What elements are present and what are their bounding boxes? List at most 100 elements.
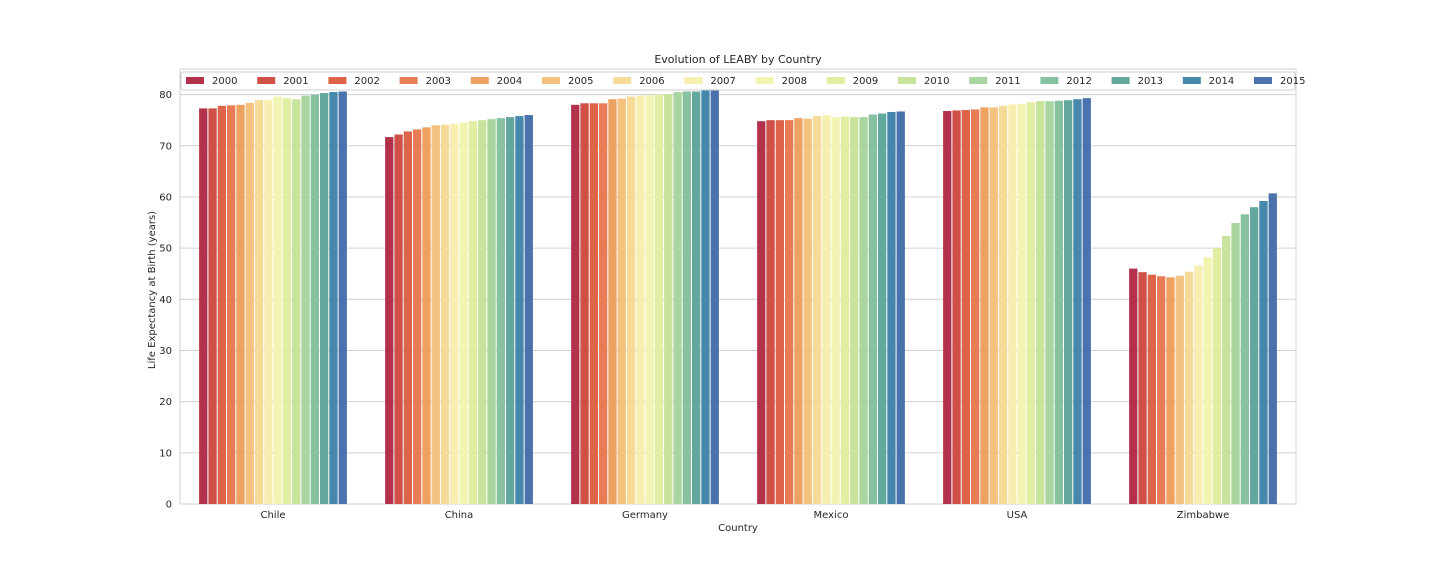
bar [506, 117, 515, 504]
bar [710, 89, 719, 505]
y-tick-label: 30 [159, 346, 172, 357]
bar [1073, 99, 1082, 504]
bar [1259, 201, 1268, 505]
legend-swatch [1182, 77, 1201, 84]
bar [636, 95, 645, 505]
bar [701, 89, 710, 505]
bar [1157, 276, 1166, 504]
bar [840, 116, 850, 504]
bar [998, 105, 1008, 505]
legend-label: 2007 [710, 76, 735, 87]
y-tick-label: 50 [159, 244, 172, 255]
bar [1017, 103, 1026, 505]
bar [850, 117, 859, 504]
bar [878, 113, 887, 504]
x-tick-label: Mexico [814, 510, 849, 521]
bar [329, 92, 338, 504]
y-axis-label: Life Expectancy at Birth (years) [147, 211, 158, 369]
bar [775, 120, 784, 505]
bar [1008, 104, 1017, 504]
bar [338, 91, 347, 505]
x-tick-label: China [445, 510, 474, 521]
legend-swatch [1254, 77, 1272, 84]
bar [385, 137, 394, 505]
y-tick-label: 70 [159, 141, 172, 152]
bar [320, 93, 329, 504]
y-tick-label: 40 [159, 295, 172, 306]
bar [1147, 274, 1156, 504]
bar [310, 94, 319, 505]
legend-swatch [755, 77, 774, 84]
bar [859, 117, 868, 504]
legend-swatch [257, 77, 276, 84]
bar [1082, 98, 1091, 504]
legend-label: 2009 [853, 76, 878, 87]
bar [217, 105, 226, 505]
bar [617, 98, 626, 505]
bar [264, 100, 273, 504]
x-axis-label: Country [718, 523, 758, 534]
bar [422, 127, 431, 504]
grid-lines [180, 94, 1296, 505]
bar [1166, 277, 1175, 504]
bar [1184, 271, 1194, 504]
bar [292, 99, 301, 504]
bar [868, 114, 877, 504]
bar [1129, 268, 1138, 504]
x-tick-label: Zimbabwe [1177, 510, 1230, 521]
bar [1026, 102, 1036, 504]
legend-swatch [470, 77, 489, 84]
y-tick-label: 60 [159, 192, 172, 203]
bar [571, 104, 580, 504]
bar [468, 121, 478, 504]
legend-swatch [613, 77, 632, 84]
bar [673, 92, 682, 504]
chart-title: Evolution of LEABY by Country [654, 53, 822, 66]
bar [1212, 248, 1222, 504]
bars [199, 89, 1277, 505]
bar [971, 109, 980, 504]
bar [403, 131, 412, 504]
bar [282, 98, 292, 504]
y-tick-label: 10 [159, 448, 172, 459]
bar [887, 111, 896, 505]
bar [245, 102, 254, 504]
bar [1175, 275, 1184, 504]
legend-label: 2012 [1066, 76, 1091, 87]
legend-swatch [399, 77, 418, 84]
legend-swatch [1111, 77, 1130, 84]
legend-swatch [328, 77, 347, 84]
legend: 2000 2001 2002 2003 2004 2005 2006 2007 2008 2009… [180, 71, 1305, 91]
legend-swatch [1040, 77, 1059, 84]
bar [626, 96, 636, 505]
legend-label: 2003 [426, 76, 451, 87]
legend-label: 2008 [782, 76, 807, 87]
legend-label: 2005 [568, 76, 593, 87]
bar [822, 115, 831, 504]
bar [1045, 101, 1054, 504]
bar [580, 103, 589, 504]
legend-label: 2010 [924, 76, 949, 87]
bar [273, 96, 282, 505]
bar [1268, 193, 1277, 504]
bar [989, 107, 998, 504]
x-tick-label: USA [1007, 510, 1028, 521]
y-axis: 0 10 20 30 40 50 60 70 80 [159, 90, 172, 510]
bar [803, 118, 812, 504]
legend-swatch [898, 77, 916, 84]
bar [199, 108, 208, 504]
bar [440, 124, 450, 505]
bar [1250, 207, 1259, 505]
bar [1222, 235, 1231, 504]
bar [608, 99, 617, 504]
bar [1064, 100, 1073, 504]
legend-swatch [826, 77, 845, 84]
bar [524, 115, 533, 504]
bar [413, 129, 422, 504]
x-tick-label: Germany [622, 510, 668, 521]
bar [1194, 265, 1203, 504]
bar [812, 116, 822, 505]
legend-label: 2001 [283, 76, 308, 87]
bar [645, 95, 654, 504]
